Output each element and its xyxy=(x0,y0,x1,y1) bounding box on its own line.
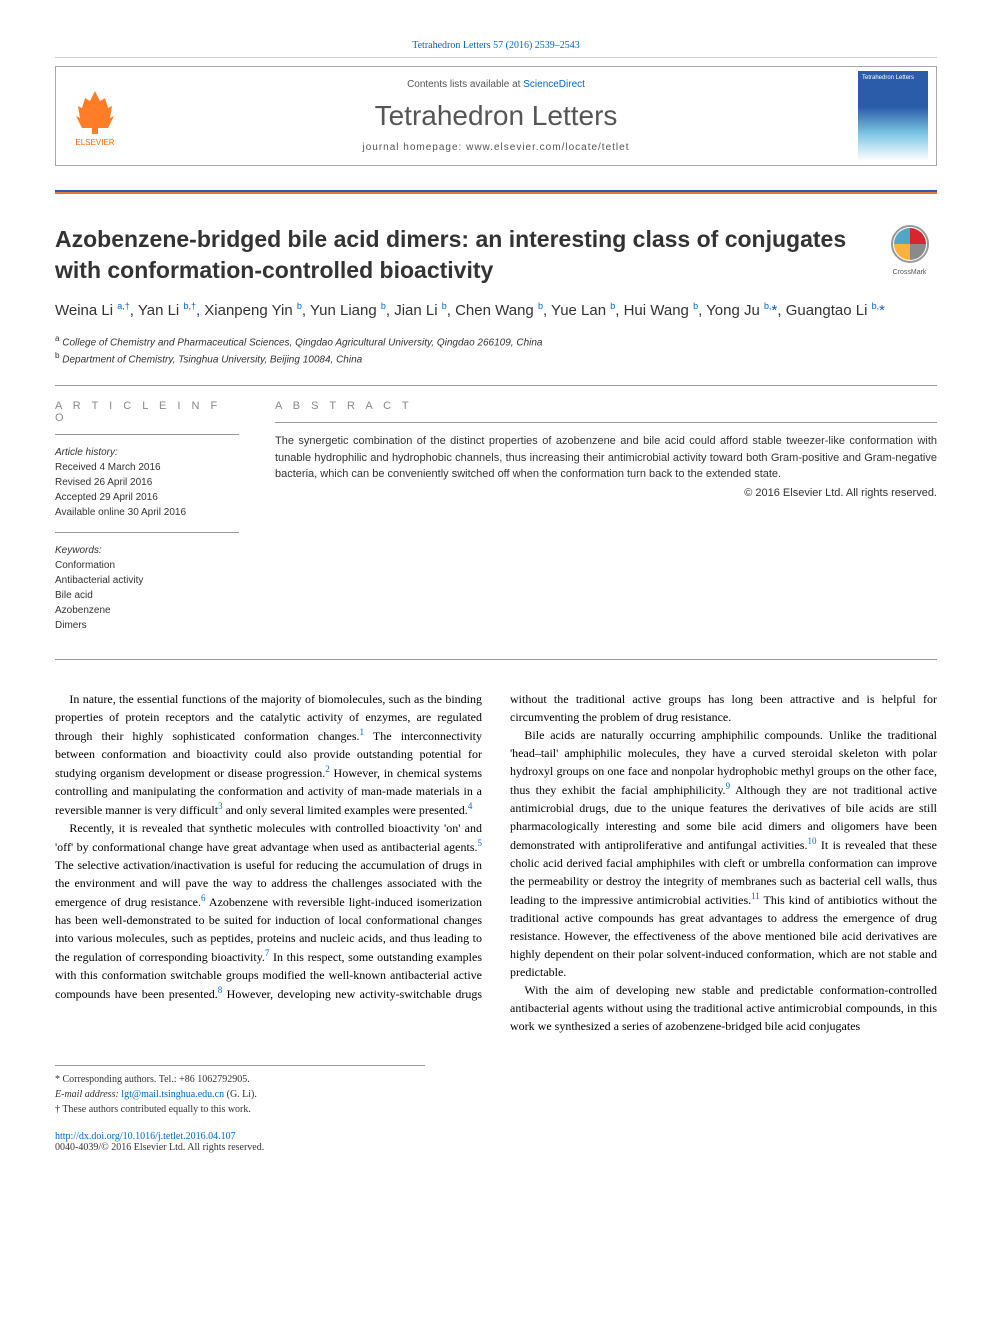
email-suffix: (G. Li). xyxy=(224,1089,257,1100)
orange-divider xyxy=(55,190,937,194)
keyword-item: Dimers xyxy=(55,618,239,633)
author-list: Weina Li a,†, Yan Li b,†, Xianpeng Yin b… xyxy=(55,300,937,323)
issn-copyright: 0040-4039/© 2016 Elsevier Ltd. All right… xyxy=(55,1142,937,1153)
affiliations: a College of Chemistry and Pharmaceutica… xyxy=(55,333,937,368)
contents-line: Contents lists available at ScienceDirec… xyxy=(134,79,858,90)
email-link[interactable]: lgt@mail.tsinghua.edu.cn xyxy=(121,1089,224,1100)
doi-link[interactable]: http://dx.doi.org/10.1016/j.tetlet.2016.… xyxy=(55,1131,937,1142)
corresponding-note: * Corresponding authors. Tel.: +86 10627… xyxy=(55,1072,425,1087)
crossmark-badge[interactable]: CrossMark xyxy=(882,224,937,276)
cover-label: Tetrahedron Letters xyxy=(862,75,914,81)
keyword-item: Bile acid xyxy=(55,588,239,603)
keywords-label: Keywords: xyxy=(55,543,239,558)
history-label: Article history: xyxy=(55,445,239,460)
elsevier-logo: ELSEVIER xyxy=(56,71,134,161)
email-note: E-mail address: lgt@mail.tsinghua.edu.cn… xyxy=(55,1087,425,1102)
sciencedirect-link[interactable]: ScienceDirect xyxy=(523,79,585,90)
body-paragraph: In nature, the essential functions of th… xyxy=(55,690,482,819)
body-paragraph: With the aim of developing new stable an… xyxy=(510,981,937,1035)
abstract-divider xyxy=(275,422,937,423)
crossmark-icon xyxy=(890,224,930,264)
history-accepted: Accepted 29 April 2016 xyxy=(55,490,239,505)
elsevier-tree-icon xyxy=(70,86,120,136)
journal-header: ELSEVIER Contents lists available at Sci… xyxy=(55,66,937,166)
keywords-block: Keywords: ConformationAntibacterial acti… xyxy=(55,543,239,633)
journal-homepage: journal homepage: www.elsevier.com/locat… xyxy=(134,142,858,153)
crossmark-label: CrossMark xyxy=(882,269,937,276)
article-history: Article history: Received 4 March 2016 R… xyxy=(55,445,239,520)
article-info-heading: A R T I C L E I N F O xyxy=(55,400,239,424)
abstract-heading: A B S T R A C T xyxy=(275,400,937,412)
keyword-item: Antibacterial activity xyxy=(55,573,239,588)
equal-contrib-note: † These authors contributed equally to t… xyxy=(55,1102,425,1117)
history-revised: Revised 26 April 2016 xyxy=(55,475,239,490)
keyword-item: Azobenzene xyxy=(55,603,239,618)
abstract-copyright: © 2016 Elsevier Ltd. All rights reserved… xyxy=(275,487,937,499)
abstract-text: The synergetic combination of the distin… xyxy=(275,433,937,483)
journal-name: Tetrahedron Letters xyxy=(134,100,858,132)
body-paragraph: Bile acids are naturally occurring amphi… xyxy=(510,726,937,981)
elsevier-label: ELSEVIER xyxy=(75,138,114,147)
journal-cover-thumb: Tetrahedron Letters xyxy=(858,71,928,161)
email-label: E-mail address: xyxy=(55,1089,121,1100)
citation-bar: Tetrahedron Letters 57 (2016) 2539–2543 xyxy=(55,40,937,58)
info-divider xyxy=(55,532,239,533)
keyword-item: Conformation xyxy=(55,558,239,573)
info-divider xyxy=(55,434,239,435)
history-received: Received 4 March 2016 xyxy=(55,460,239,475)
article-title: Azobenzene-bridged bile acid dimers: an … xyxy=(55,224,862,286)
footnotes: * Corresponding authors. Tel.: +86 10627… xyxy=(55,1065,425,1117)
contents-prefix: Contents lists available at xyxy=(407,79,523,90)
history-online: Available online 30 April 2016 xyxy=(55,505,239,520)
article-body: In nature, the essential functions of th… xyxy=(55,690,937,1035)
